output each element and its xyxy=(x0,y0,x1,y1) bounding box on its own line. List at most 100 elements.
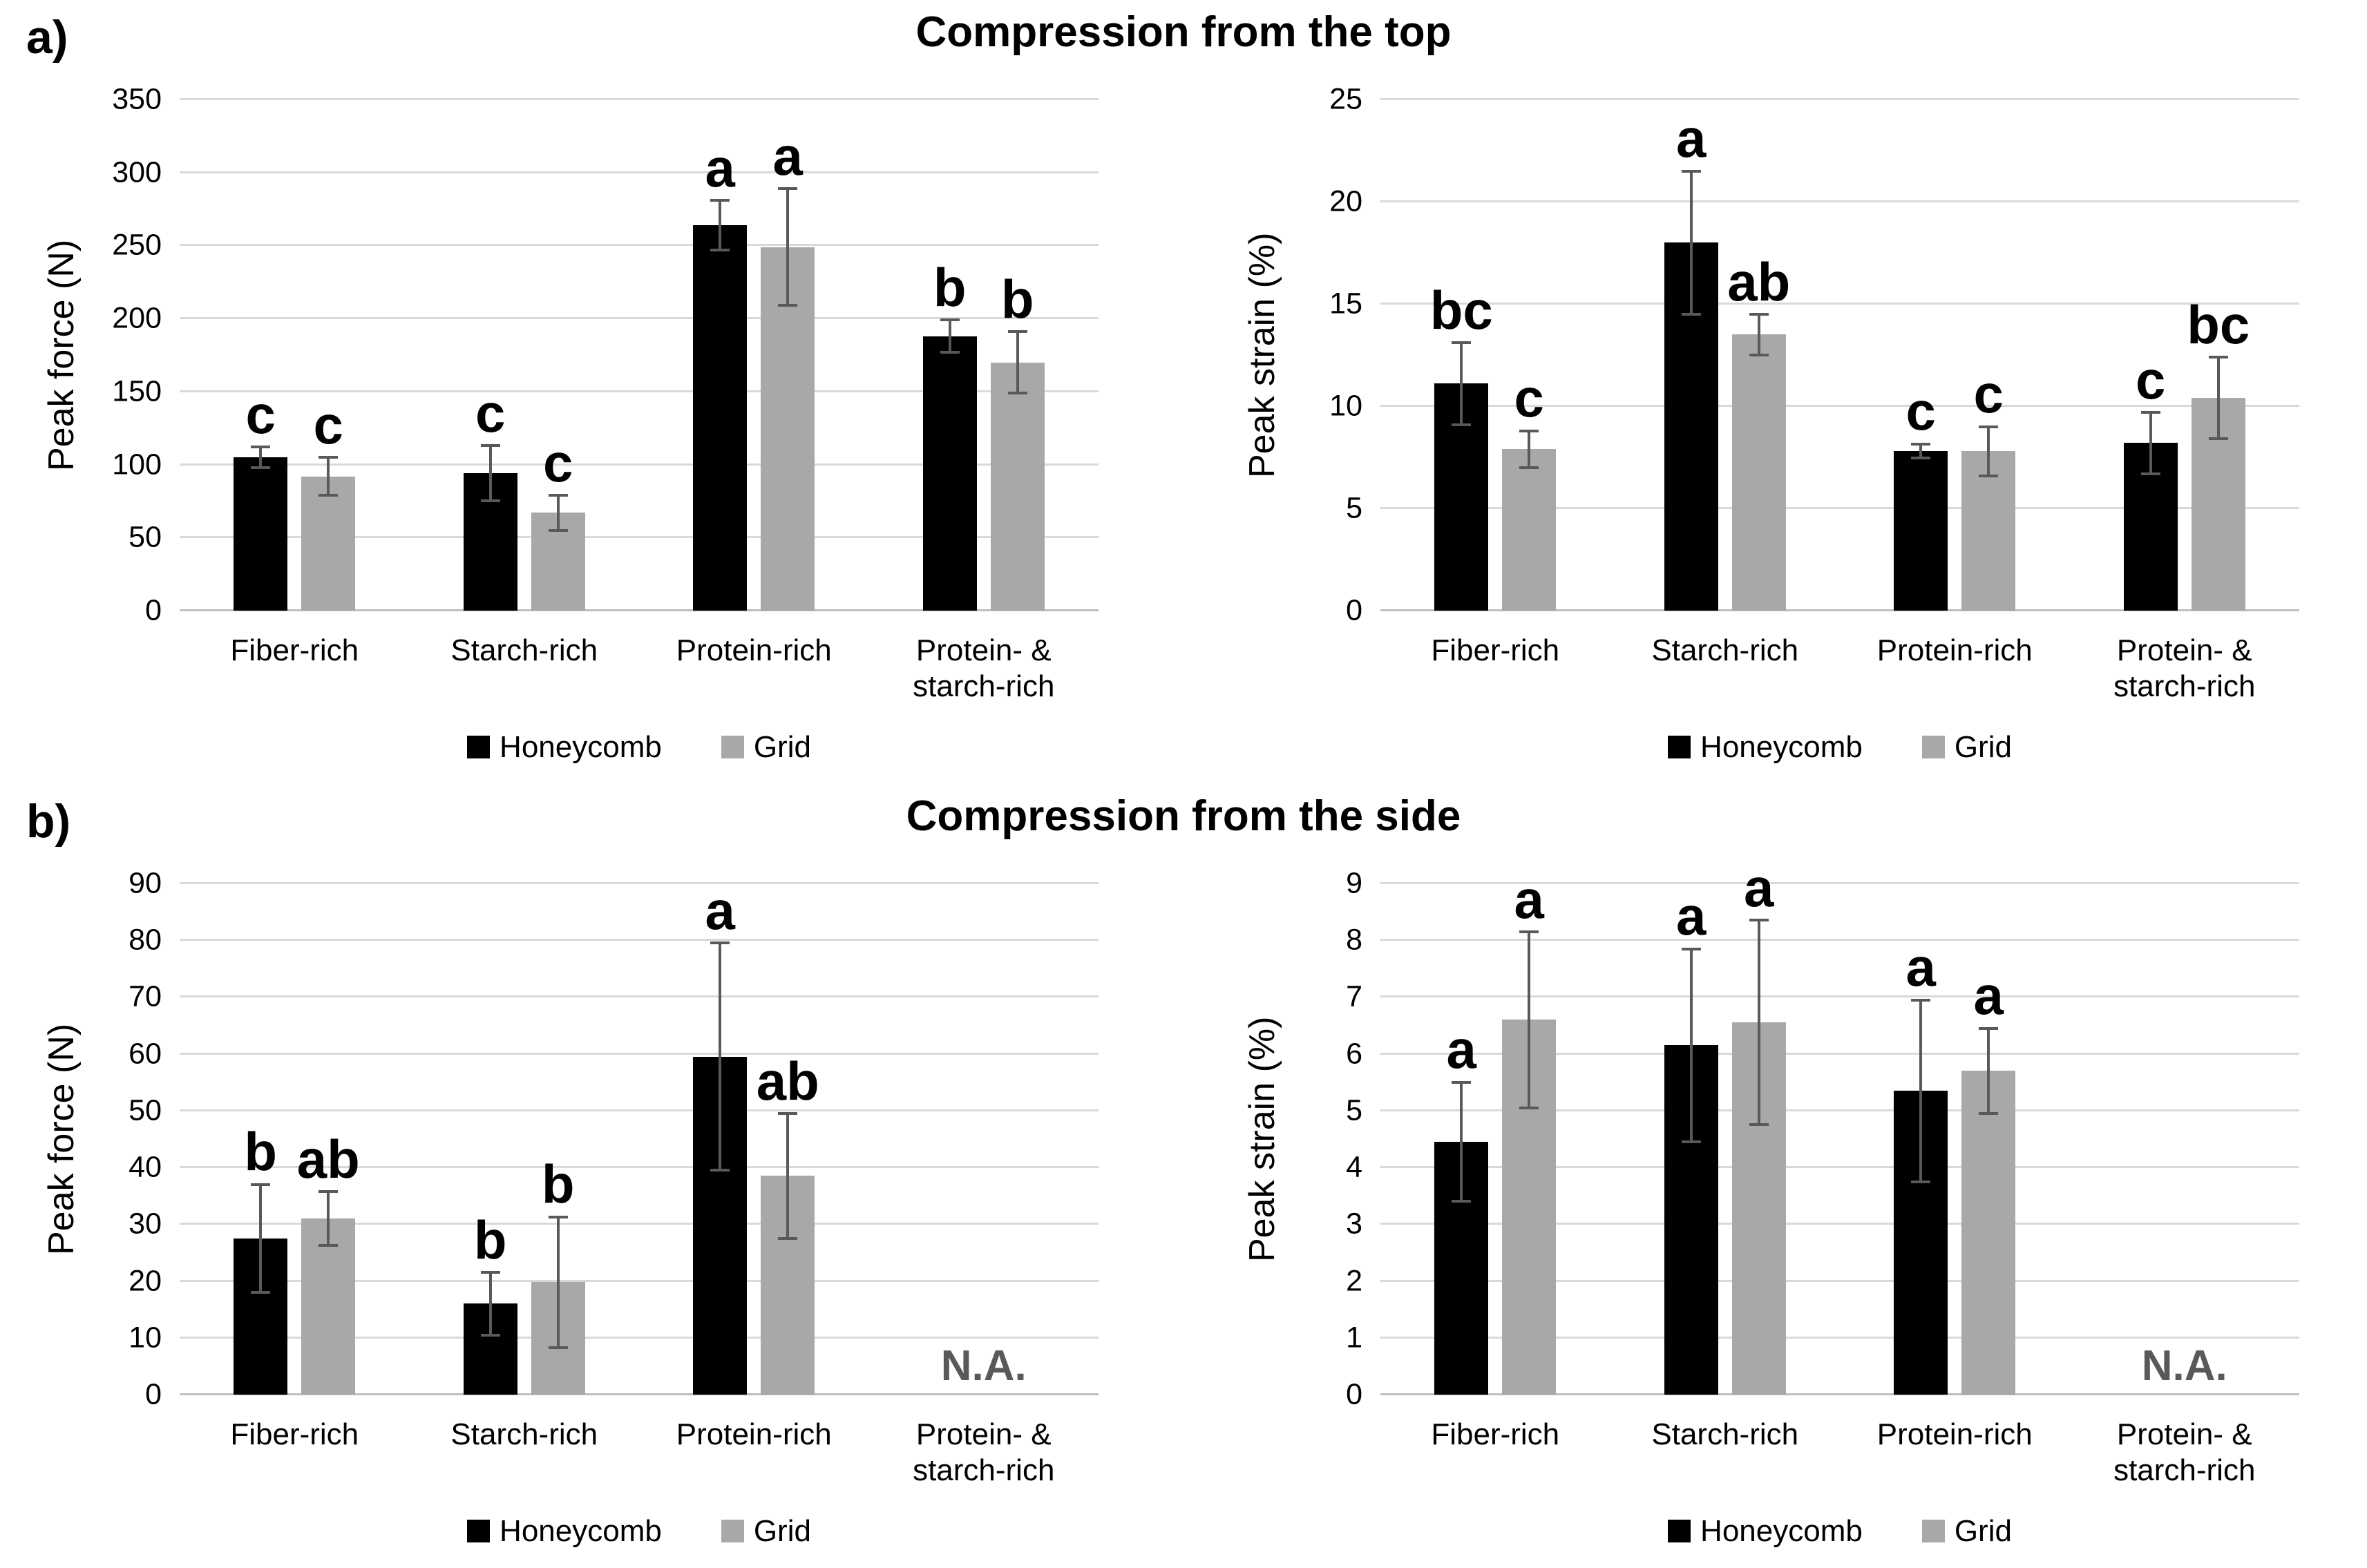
error-bar-line xyxy=(948,320,951,352)
legend-item-honeycomb: Honeycomb xyxy=(1668,732,1863,763)
error-bar-cap-top xyxy=(1749,312,1769,316)
gridline xyxy=(180,995,1099,998)
error-bar-cap-bottom xyxy=(1749,1123,1769,1127)
y-tick-label: 9 xyxy=(1346,866,1362,900)
category-label: Fiber-rich xyxy=(230,633,359,667)
y-tick-label: 15 xyxy=(1329,287,1362,321)
panel-a-charts-row: Peak force (N) 0 50 100 150 200 250 300 350 c c c c a… xyxy=(0,84,2367,763)
error-bar-cap-bottom xyxy=(1749,354,1769,356)
significance-letter: a xyxy=(1446,1019,1476,1080)
error-bar-line xyxy=(1919,443,1923,459)
category-label: Protein-rich xyxy=(1876,633,2033,667)
bar-slot-honeycomb: c xyxy=(463,99,517,611)
y-tick-label: 10 xyxy=(129,1321,162,1355)
category-label: Protein- & starch-rich xyxy=(2113,633,2256,703)
gridline xyxy=(1380,507,2299,509)
error-bar-cap-top xyxy=(1979,1026,1999,1030)
bar-honeycomb xyxy=(922,336,977,611)
category-label: Starch-rich xyxy=(1651,633,1799,667)
chart-side-peak-strain: Peak strain (%) 0 1 2 3 4 5 6 7 8 9 a a a a a a N.A. Fiber… xyxy=(1234,861,2300,1548)
legend-item-grid: Grid xyxy=(1921,1513,2012,1548)
bar-slot-honeycomb: a xyxy=(693,99,748,611)
gridline xyxy=(1380,303,2299,305)
bar-slot-grid: b xyxy=(531,883,585,1395)
error-bar-cap-top xyxy=(2140,410,2160,414)
legend: Honeycomb Grid xyxy=(1380,732,2299,763)
y-axis-ticks: 0 10 20 30 40 50 60 70 80 90 xyxy=(90,868,180,1409)
error-bar-line xyxy=(488,446,492,501)
category-label: Fiber-rich xyxy=(1431,1417,1560,1451)
bar-grid xyxy=(1502,449,1557,611)
chart: Peak force (N) 0 50 100 150 200 250 300 350 c c c c a… xyxy=(33,84,1099,763)
bar-slot-honeycomb: c xyxy=(234,99,288,611)
significance-letter: b xyxy=(541,1154,575,1215)
gridline xyxy=(1380,1166,2299,1169)
error-bar-cap-bottom xyxy=(319,1243,339,1247)
significance-letter: ab xyxy=(1727,251,1791,312)
y-tick-label: 100 xyxy=(112,448,162,481)
y-tick-label: 20 xyxy=(129,1264,162,1298)
y-tick-label: 50 xyxy=(129,1093,162,1127)
y-tick-label: 25 xyxy=(1329,82,1362,116)
y-tick-label: 10 xyxy=(1329,389,1362,423)
error-bar-cap-bottom xyxy=(940,350,960,354)
bar-slot-honeycomb: a xyxy=(1664,883,1718,1395)
error-bar-cap-top xyxy=(2208,355,2228,358)
error-bar-cap-top xyxy=(319,456,339,459)
gridline xyxy=(180,1166,1099,1169)
bar-slot-honeycomb: c xyxy=(2123,99,2178,611)
significance-letter: b xyxy=(1000,268,1034,329)
error-bar-cap-top xyxy=(251,1183,271,1186)
legend-label: Grid xyxy=(1954,1513,2012,1548)
gridline xyxy=(180,463,1099,466)
error-bar-line xyxy=(1689,171,1693,314)
gridline xyxy=(1380,405,2299,407)
panel-b: b) Compression from the side Peak force … xyxy=(0,784,2367,1568)
error-bar-cap-top xyxy=(548,1215,568,1218)
y-tick-label: 2 xyxy=(1346,1264,1362,1298)
chart: Peak force (N) 0 10 20 30 40 50 60 70 80 90 b ab b b a a… xyxy=(33,868,1099,1547)
bar-slot-grid xyxy=(991,883,1045,1395)
y-tick-label: 0 xyxy=(1346,1377,1362,1411)
error-bar-cap-bottom xyxy=(2208,437,2228,441)
error-bar-line xyxy=(786,188,790,306)
gridline xyxy=(180,939,1099,941)
bar-slot-honeycomb xyxy=(923,883,977,1395)
y-tick-label: 350 xyxy=(112,82,162,116)
error-bar-cap-top xyxy=(940,318,960,322)
gridline xyxy=(1380,98,2299,100)
bar-pair: a ab xyxy=(1610,99,1841,611)
chart-side-peak-force: Peak force (N) 0 10 20 30 40 50 60 70 80 90 b ab b b a a… xyxy=(33,868,1099,1547)
error-bar-cap-bottom xyxy=(2140,472,2160,475)
error-bar-cap-bottom xyxy=(1007,391,1027,394)
error-bar-line xyxy=(2216,356,2220,439)
significance-letter: c xyxy=(1905,381,1936,442)
bar-honeycomb xyxy=(693,224,748,611)
category-label: Fiber-rich xyxy=(1431,633,1560,667)
gridline xyxy=(180,317,1099,320)
error-bar-cap-top xyxy=(1681,947,1701,950)
error-bar-cap-top xyxy=(710,941,730,945)
error-bar-line xyxy=(327,457,330,495)
chart-top-peak-force: Peak force (N) 0 50 100 150 200 250 300 350 c c c c a… xyxy=(33,84,1099,763)
legend-label: Honeycomb xyxy=(1700,729,1863,764)
category-label: Starch-rich xyxy=(450,1417,598,1451)
bar-slot-honeycomb: a xyxy=(1664,99,1718,611)
y-tick-label: 6 xyxy=(1346,1037,1362,1071)
bar-slot-honeycomb: b xyxy=(463,883,517,1395)
significance-letter: c xyxy=(2136,349,2166,410)
error-bar-line xyxy=(556,495,560,530)
category-group: N.A. xyxy=(2070,883,2300,1395)
gridline xyxy=(180,882,1099,884)
error-bar-cap-top xyxy=(1007,330,1027,334)
error-bar-cap-top xyxy=(1519,429,1539,432)
error-bar-line xyxy=(1460,343,1463,425)
